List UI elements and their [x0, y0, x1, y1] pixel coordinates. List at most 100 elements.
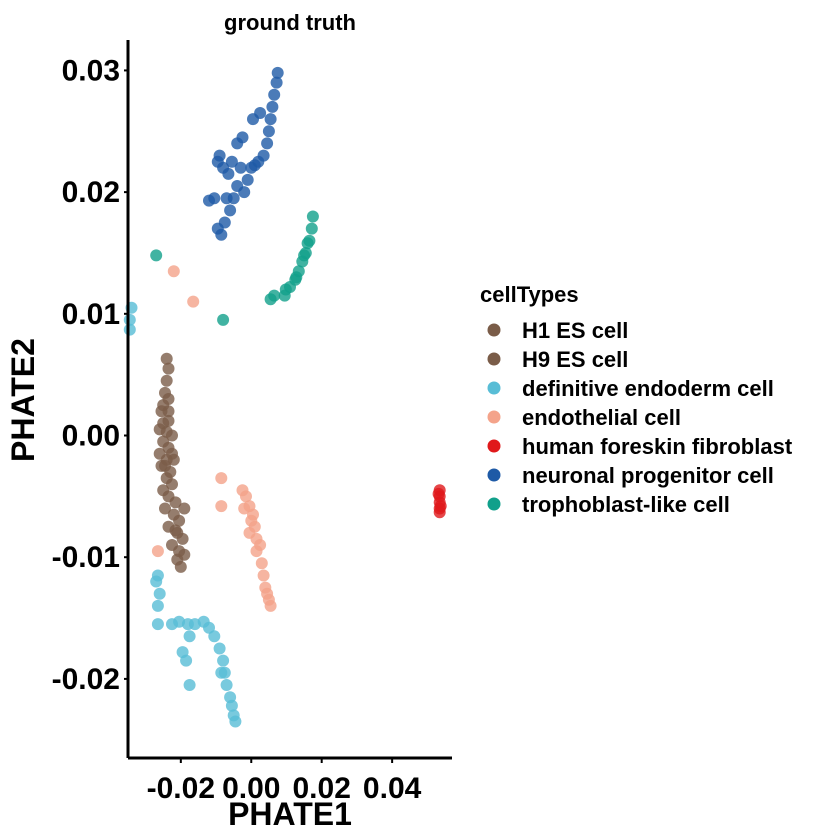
legend-key-endothelial-cell: [487, 410, 501, 424]
data-point: [178, 502, 191, 515]
data-point: [215, 472, 228, 485]
data-point: [231, 137, 244, 150]
data-point: [264, 599, 277, 612]
data-point: [241, 173, 254, 186]
data-point: [271, 66, 284, 79]
data-point: [434, 500, 447, 513]
data-point: [187, 295, 200, 308]
data-point: [176, 532, 189, 545]
data-point: [217, 313, 230, 326]
data-point: [159, 459, 171, 472]
data-point: [169, 524, 182, 537]
data-point: [270, 76, 283, 89]
data-point: [151, 545, 164, 558]
data-point: [169, 496, 182, 509]
data-point: [225, 699, 238, 712]
data-point: [254, 107, 267, 119]
legend-key-neuronal-progenitor-cell: [487, 468, 501, 482]
data-point: [215, 500, 228, 513]
y-axis-ticks: -0.02 -0.01 0.00 0.01 0.02 0.03: [52, 54, 128, 696]
y-tick-label: -0.02: [52, 663, 120, 696]
data-point: [208, 630, 221, 643]
data-point: [240, 490, 252, 503]
data-point: [173, 514, 186, 527]
legend-key-h9-es-cell: [487, 352, 501, 366]
data-point: [257, 569, 270, 582]
data-point: [160, 374, 173, 387]
data-point: [279, 283, 292, 296]
y-tick-label: 0.01: [62, 298, 120, 331]
data-point: [261, 137, 274, 150]
data-point: [298, 249, 311, 262]
x-tick-label: -0.02: [147, 772, 215, 805]
x-axis-title: PHATE1: [228, 796, 352, 832]
data-point: [211, 222, 224, 235]
data-point: [162, 362, 175, 375]
data-point: [231, 180, 244, 192]
legend-key-definitive-endoderm-cell: [487, 381, 501, 395]
legend-items: H1 ES cell H9 ES cell definitive endoderm …: [487, 318, 793, 517]
data-point: [250, 545, 263, 558]
y-tick-label: 0.02: [62, 176, 120, 209]
y-axis-title: PHATE2: [5, 338, 41, 462]
data-point: [220, 679, 233, 691]
series-h9-es-cell: [157, 447, 191, 573]
data-point: [166, 618, 178, 631]
series-human-foreskin-fibroblast: [432, 484, 447, 519]
x-tick-label: 0.02: [293, 772, 351, 805]
legend-title: cellTypes: [480, 282, 579, 307]
legend-key-trophoblast-like-cell: [487, 497, 501, 511]
data-point: [220, 192, 233, 205]
data-point: [432, 487, 445, 500]
data-point: [203, 194, 215, 207]
data-point: [150, 575, 163, 588]
series-endothelial-cell: [151, 265, 277, 612]
data-point: [264, 293, 277, 306]
data-point: [245, 514, 258, 527]
data-point: [224, 204, 237, 217]
y-tick-label: 0.03: [62, 54, 120, 87]
x-axis-ticks: -0.02 0.00 0.02 0.04: [147, 758, 422, 805]
legend-key-h1-es-cell: [487, 323, 501, 337]
data-point: [167, 265, 180, 278]
data-point: [268, 88, 281, 101]
data-point: [229, 715, 242, 728]
data-point: [262, 125, 275, 138]
legend-label-h9-es-cell: H9 ES cell: [522, 347, 628, 372]
data-point: [160, 352, 173, 365]
data-point: [238, 502, 251, 515]
data-point: [306, 210, 319, 223]
data-point: [153, 587, 166, 600]
data-point: [166, 478, 178, 491]
data-point: [264, 113, 277, 126]
y-tick-label: -0.01: [52, 541, 120, 574]
legend-label-trophoblast-like-cell: trophoblast-like cell: [522, 492, 730, 517]
data-point: [305, 222, 318, 235]
series-h1-es-cell: [153, 352, 180, 478]
chart-title: ground truth: [224, 10, 356, 35]
data-point: [180, 654, 193, 667]
data-point: [301, 237, 314, 250]
series-definitive-endoderm-cell: [123, 301, 242, 728]
data-point: [159, 502, 171, 515]
data-point: [162, 405, 175, 418]
data-point: [174, 560, 187, 573]
legend: cellTypes H1 ES cell H9 ES cell definitive…: [480, 282, 793, 517]
data-point: [255, 557, 268, 570]
y-tick-label: 0.00: [62, 420, 120, 453]
data-point: [151, 618, 164, 631]
legend-label-endothelial-cell: endothelial cell: [522, 405, 681, 430]
data-point: [215, 666, 228, 679]
data-point: [234, 161, 247, 174]
series-neuronal-progenitor-cell: [203, 66, 284, 241]
data-point: [150, 249, 163, 262]
x-tick-label: 0.00: [222, 772, 280, 805]
points-layer: [123, 66, 447, 728]
data-point: [266, 100, 279, 113]
data-point: [162, 414, 175, 427]
data-point: [151, 599, 164, 612]
legend-label-neuronal-progenitor-cell: neuronal progenitor cell: [522, 463, 774, 488]
legend-label-human-foreskin-fibroblast: human foreskin fibroblast: [522, 434, 793, 459]
legend-label-definitive-endoderm-cell: definitive endoderm cell: [522, 376, 774, 401]
